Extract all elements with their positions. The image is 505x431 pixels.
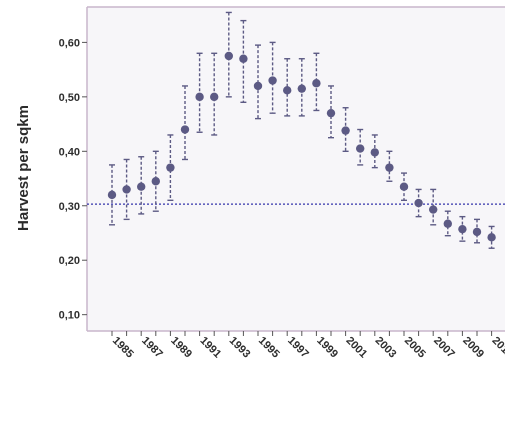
data-point (253, 81, 263, 91)
data-point (107, 190, 117, 200)
x-tick-label: 1987 (139, 335, 165, 361)
data-point (487, 233, 496, 242)
x-tick-label: 1991 (197, 335, 223, 361)
data-point (385, 163, 394, 172)
x-tick-label: 2011 (489, 335, 505, 360)
y-axis-title: Harvest per sqkm (15, 105, 32, 231)
data-point (356, 144, 365, 153)
data-point (326, 108, 336, 118)
x-tick-label: 2009 (460, 335, 486, 361)
x-tick-label: 2001 (343, 335, 369, 361)
data-point (268, 76, 277, 85)
x-tick-label: 2005 (402, 335, 428, 361)
y-tick-label: 0,60 (59, 37, 80, 49)
x-tick-label: 1995 (256, 335, 282, 361)
data-point (180, 125, 190, 134)
x-tick-label: 1993 (227, 335, 253, 361)
data-point (122, 185, 131, 194)
x-tick-label: 2007 (431, 335, 457, 361)
y-tick-label: 0,20 (59, 255, 80, 267)
y-tick-label: 0,30 (59, 201, 80, 213)
data-point (210, 92, 219, 102)
plot-area (87, 7, 505, 331)
x-tick-label: 2003 (373, 335, 399, 361)
data-point (341, 126, 350, 135)
data-point (151, 177, 160, 186)
x-ticks: 1985 1987 1989 1991 1993 1995 1997 1999 2001 2003… (110, 331, 505, 360)
data-point (443, 219, 452, 228)
x-tick-label: 1997 (285, 335, 311, 361)
data-point (297, 84, 306, 93)
data-point (370, 148, 379, 157)
data-point (224, 51, 233, 61)
y-ticks: 0,10 0,20 0,30 0,40 0,50 0,60 (59, 37, 87, 322)
data-point (414, 198, 423, 208)
data-point (137, 182, 146, 191)
data-marks (107, 11, 496, 249)
x-tick-label: 1999 (314, 335, 340, 361)
y-tick-label: 0,10 (59, 310, 80, 322)
y-tick-label: 0,40 (59, 146, 80, 158)
data-point (458, 224, 467, 234)
y-tick-label: 0,50 (59, 92, 80, 104)
data-point (283, 86, 292, 95)
data-point (399, 182, 409, 191)
data-point (166, 163, 175, 172)
data-point (472, 227, 482, 237)
data-point (312, 79, 321, 88)
x-tick-label: 1985 (110, 335, 136, 361)
data-point (429, 205, 438, 214)
data-point (239, 54, 248, 63)
x-tick-label: 1989 (168, 335, 194, 361)
data-point (195, 92, 204, 102)
